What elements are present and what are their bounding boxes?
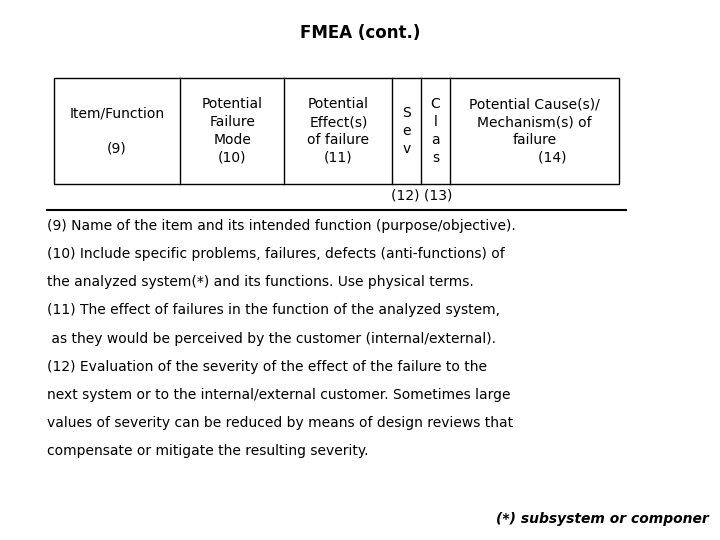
Text: Potential Cause(s)/
Mechanism(s) of
failure
        (14): Potential Cause(s)/ Mechanism(s) of fail… [469,97,600,165]
Text: (10) Include specific problems, failures, defects (anti-functions) of: (10) Include specific problems, failures… [47,247,505,261]
Text: Potential
Failure
Mode
(10): Potential Failure Mode (10) [202,97,263,165]
Text: the analyzed system(*) and its functions. Use physical terms.: the analyzed system(*) and its functions… [47,275,474,289]
Text: Potential
Effect(s)
of failure
(11): Potential Effect(s) of failure (11) [307,97,369,165]
Text: (9) Name of the item and its intended function (purpose/objective).: (9) Name of the item and its intended fu… [47,219,516,233]
Text: FMEA (cont.): FMEA (cont.) [300,24,420,42]
Text: (12) (13): (12) (13) [390,188,452,202]
Text: S
e
v: S e v [402,106,411,156]
Text: (12) Evaluation of the severity of the effect of the failure to the: (12) Evaluation of the severity of the e… [47,360,487,374]
Text: C
l
a
s: C l a s [431,97,441,165]
Text: values of severity can be reduced by means of design reviews that: values of severity can be reduced by mea… [47,416,513,430]
Text: Item/Function

(9): Item/Function (9) [69,106,165,156]
Text: (11) The effect of failures in the function of the analyzed system,: (11) The effect of failures in the funct… [47,303,500,318]
Text: compensate or mitigate the resulting severity.: compensate or mitigate the resulting sev… [47,444,369,458]
Text: as they would be perceived by the customer (internal/external).: as they would be perceived by the custom… [47,332,496,346]
Text: next system or to the internal/external customer. Sometimes large: next system or to the internal/external … [47,388,510,402]
Bar [54,78,619,184]
Text: (*) subsystem or componer: (*) subsystem or componer [497,512,709,526]
